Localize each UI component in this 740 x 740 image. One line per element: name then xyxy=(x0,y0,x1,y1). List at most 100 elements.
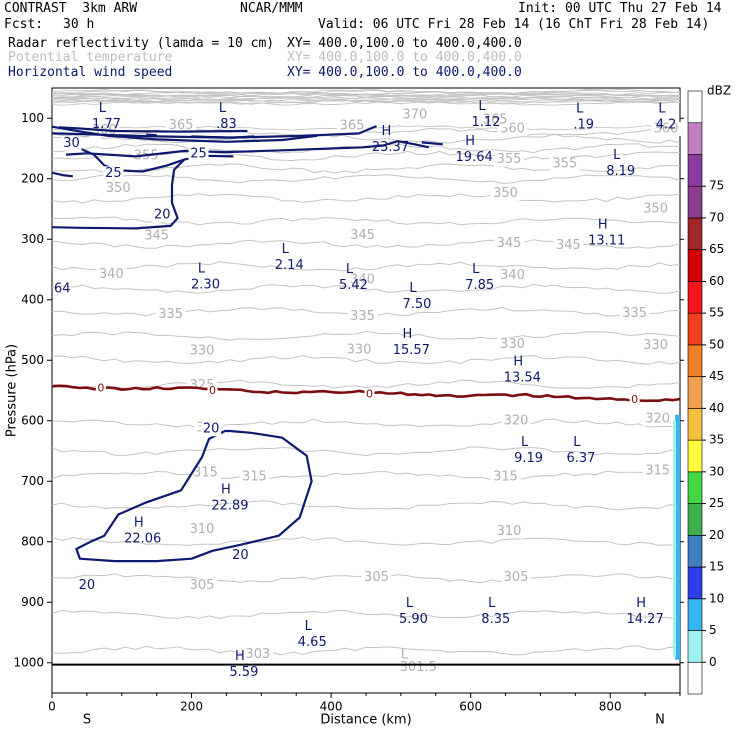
wind-extremum-value: 4.2 xyxy=(656,118,677,133)
colorbar-label: 35 xyxy=(709,433,724,447)
wind-extremum-value: 2.30 xyxy=(191,277,220,292)
theta-label: 335 xyxy=(158,307,183,322)
theta-isoline xyxy=(52,645,681,656)
wind-extremum-kind: H xyxy=(598,218,608,233)
x-end-label-north: N xyxy=(655,713,665,728)
theta-label: 305 xyxy=(190,578,215,593)
wind-extremum-value: 9.19 xyxy=(514,451,543,466)
wind-extremum-kind: L xyxy=(573,435,581,450)
theta-label: 350 xyxy=(643,202,668,217)
theta-isoline xyxy=(51,418,681,429)
colorbar-swatch xyxy=(687,503,703,536)
theta-label: 340 xyxy=(99,267,124,282)
wind-contours: 30 25 25 20 20 20 20 xyxy=(51,125,443,593)
colorbar-swatch xyxy=(687,630,703,663)
wind-extremum-kind: L xyxy=(406,596,414,611)
theta-isoline xyxy=(51,174,681,184)
theta-isoline xyxy=(51,536,681,547)
wind-label-bg xyxy=(76,578,97,593)
wind-extremum-kind: L xyxy=(576,102,584,117)
theta-isoline xyxy=(51,330,681,341)
theta-label-bg xyxy=(640,202,671,216)
field-theta-xy: XY= 400.0,100.0 to 400.0,400.0 xyxy=(287,50,522,65)
theta-label-bg xyxy=(642,411,673,426)
theta-label-bg xyxy=(141,229,172,244)
theta-label-bg xyxy=(347,228,378,243)
field-reflectivity-xy: XY= 400.0,100.0 to 400.0,400.0 xyxy=(287,36,522,51)
reflectivity-echo xyxy=(675,414,680,660)
theta-label-bg xyxy=(494,524,525,539)
theta-isoline xyxy=(51,470,681,481)
theta-label: 315 xyxy=(242,470,267,485)
x-tick-label: 0 xyxy=(48,700,56,714)
theta-isoline xyxy=(51,446,681,457)
wind-label-bg xyxy=(188,146,209,161)
wind-extremum-kind: H xyxy=(235,649,245,664)
theta-isoline xyxy=(51,133,681,144)
theta-label-bg xyxy=(103,181,134,196)
wind-label-bg xyxy=(230,548,251,563)
theta-label: 350 xyxy=(106,181,131,196)
theta-isoline xyxy=(51,94,681,100)
colorbar-label: 65 xyxy=(709,242,724,256)
colorbar-label: 20 xyxy=(709,528,724,542)
theta-label-bg xyxy=(242,647,273,662)
colorbar-label: 15 xyxy=(709,560,724,574)
theta-label: 330 xyxy=(500,337,525,352)
forecast-label: Fcst: xyxy=(4,17,44,32)
colorbar-swatch xyxy=(687,217,703,250)
wind-extremum-value: 7.50 xyxy=(402,297,431,312)
x-end-label-south: S xyxy=(83,713,91,728)
theta-label-bg xyxy=(642,463,673,478)
wind-contour-30b xyxy=(58,126,248,133)
colorbar-swatch xyxy=(687,249,703,282)
field-wind: Horizontal wind speed xyxy=(8,65,173,80)
theta-label-bg xyxy=(553,238,584,253)
theta-isoline xyxy=(51,193,681,204)
x-tick-label: 200 xyxy=(180,700,203,714)
colorbar-label: 50 xyxy=(709,337,724,351)
wind-contour-25 xyxy=(51,125,443,158)
colorbar-swatch xyxy=(687,535,703,568)
theta-label: 320 xyxy=(504,413,529,428)
theta-label: 310 xyxy=(497,524,522,539)
wind-contour-label: 25 xyxy=(190,146,207,161)
wind-extremum-kind: H xyxy=(134,515,144,530)
theta-label: 330 xyxy=(643,338,668,353)
theta-label-bg xyxy=(347,309,378,324)
theta-label-bg xyxy=(549,157,580,172)
wind-extremum-value: 2.14 xyxy=(275,258,304,273)
colorbar-label: 70 xyxy=(709,210,724,224)
wind-extremum-kind: L xyxy=(346,262,354,277)
x-tick-label: 600 xyxy=(459,700,482,714)
theta-label: 345 xyxy=(556,238,581,253)
wind-extremum-value: 8.35 xyxy=(481,612,510,627)
theta-label: 305 xyxy=(364,570,389,585)
theta-label: 335 xyxy=(350,309,375,324)
freezing-level-label: 0 xyxy=(97,382,104,395)
colorbar-swatch xyxy=(687,598,703,631)
colorbar-swatch xyxy=(687,471,703,504)
theta-label-bg xyxy=(239,470,270,485)
freezing-level-label: 0 xyxy=(366,387,373,400)
colorbar-label: 55 xyxy=(709,306,724,320)
colorbar-label: 40 xyxy=(709,401,724,415)
theta-label: 345 xyxy=(497,236,522,251)
colorbar-label: 25 xyxy=(709,496,724,510)
theta-label-bg xyxy=(337,119,368,134)
freezing-level-label: 0 xyxy=(209,384,216,397)
colorbar-swatch xyxy=(687,154,703,187)
theta-label-bg xyxy=(497,268,528,283)
wind-extremum-kind: H xyxy=(402,327,412,342)
theta-label-bg xyxy=(344,342,375,357)
x-tick-label: 800 xyxy=(599,700,622,714)
forecast-hours: 30 h xyxy=(63,17,95,32)
wind-extremum-kind: H xyxy=(465,134,475,149)
y-tick-label: 700 xyxy=(21,474,44,488)
field-wind-xy: XY= 400.0,100.0 to 400.0,400.0 xyxy=(287,65,522,80)
y-axis-title: Pressure (hPa) xyxy=(5,344,20,437)
theta-label-bg xyxy=(497,337,528,352)
colorbar-swatch xyxy=(687,312,703,346)
wind-extremum-value: 15.57 xyxy=(393,343,430,358)
y-tick-label: 300 xyxy=(21,232,44,246)
